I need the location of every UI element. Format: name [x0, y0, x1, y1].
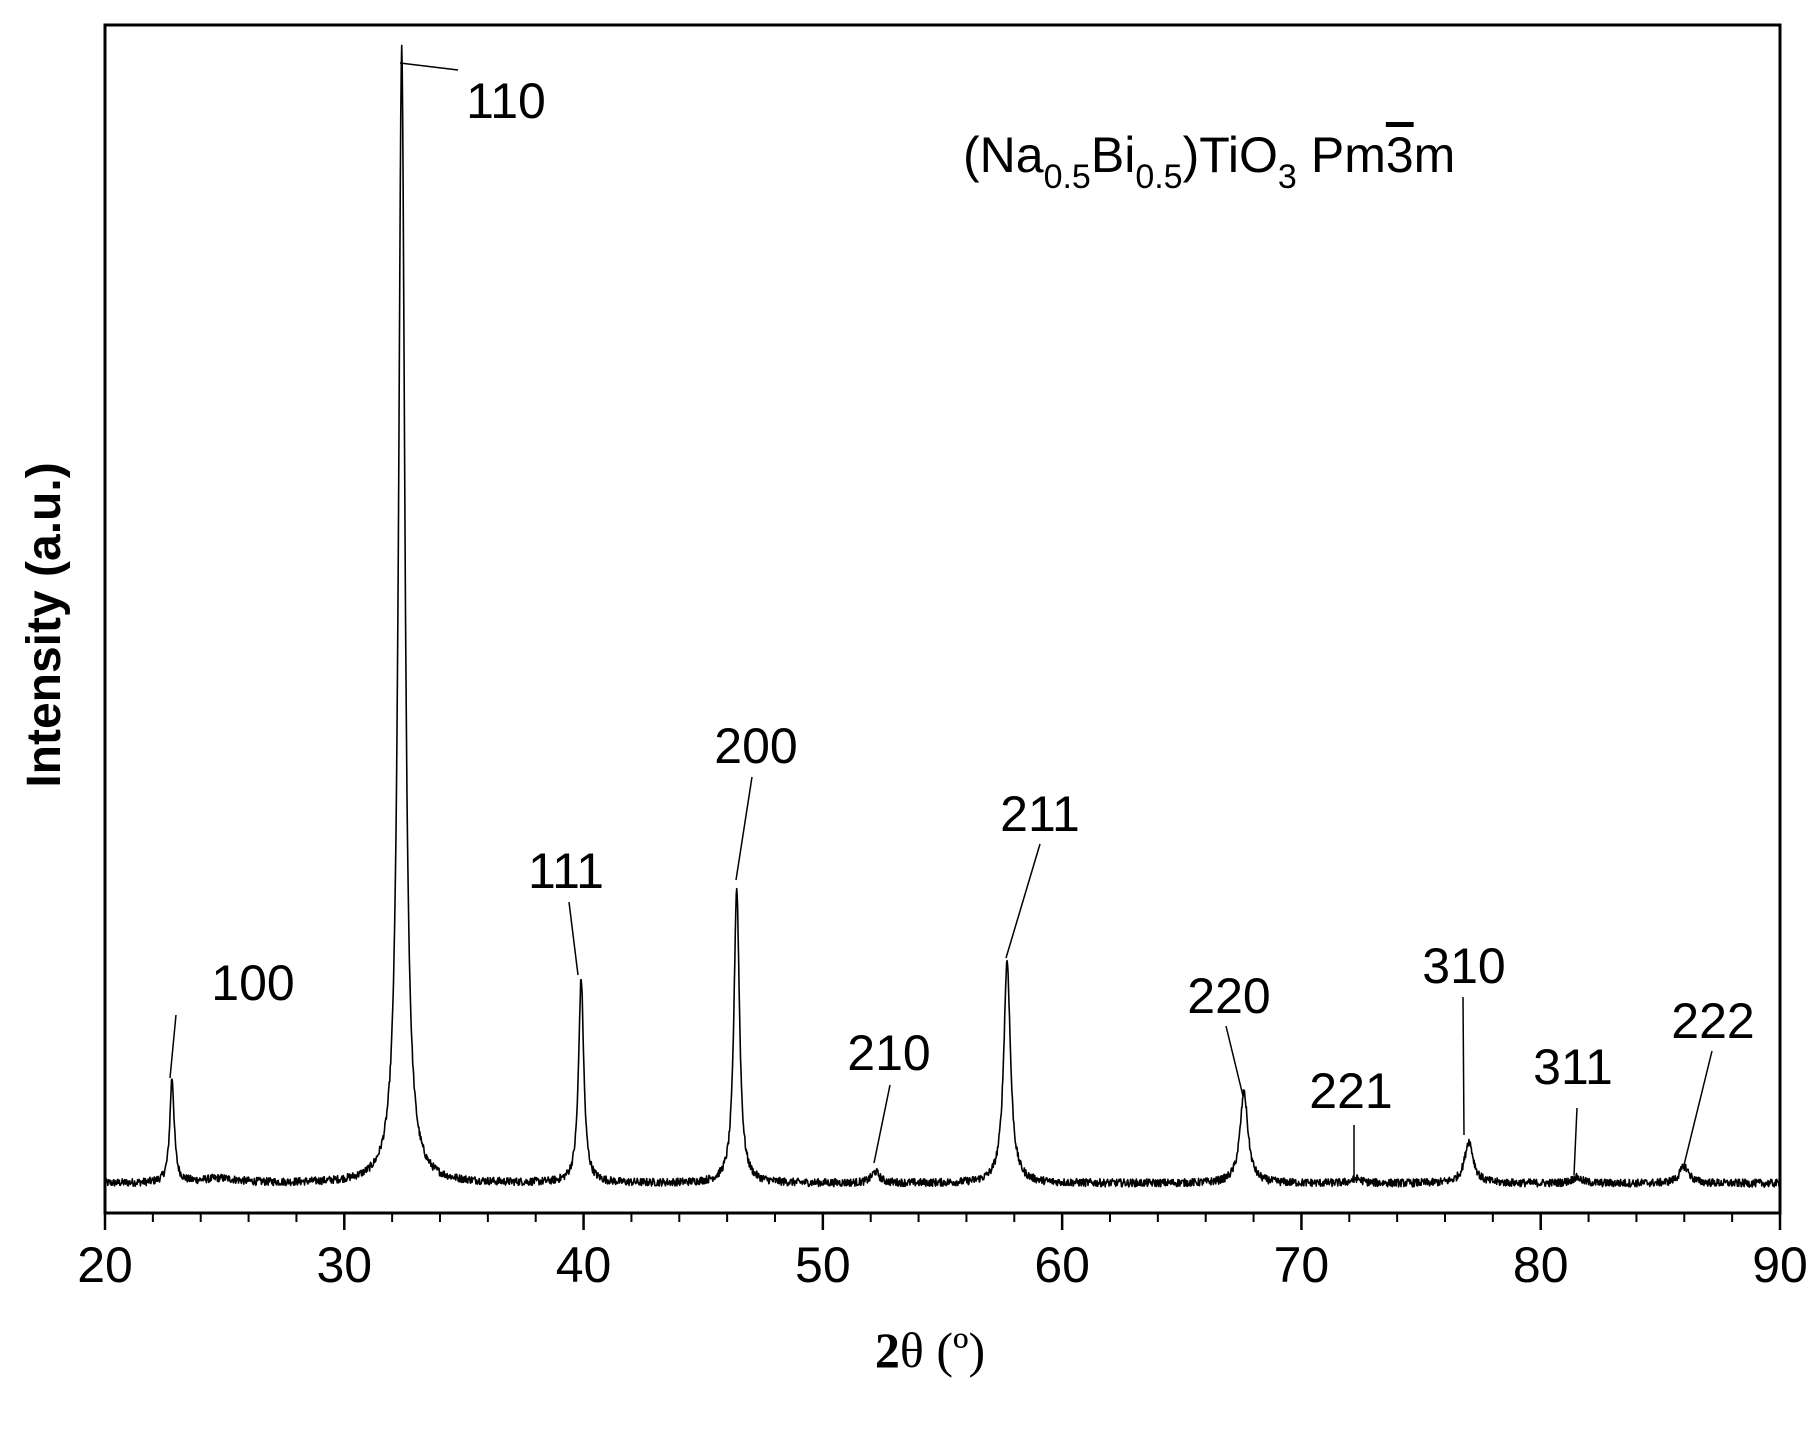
peak-leader-220 [1225, 1025, 1244, 1097]
x-tick-label: 20 [77, 1237, 133, 1293]
peak-leader-211 [1005, 843, 1041, 959]
peak-label-100: 100 [211, 955, 294, 1011]
peak-label-211: 211 [1000, 786, 1080, 842]
x-tick-label: 30 [316, 1237, 372, 1293]
phase-label: (Na0.5Bi0.5)TiO3 Pm3m [963, 127, 1455, 196]
series-line-0 [104, 44, 1781, 1188]
x-tick-label: 80 [1513, 1237, 1569, 1293]
peak-label-221: 221 [1309, 1063, 1392, 1119]
peak-leader-210 [873, 1084, 891, 1164]
axes: 20 30 40 50 60 70 80 90 [77, 23, 1808, 1293]
peak-leader-310 [1462, 996, 1465, 1136]
peak-leader-222 [1683, 1050, 1713, 1166]
peak-label-210: 210 [847, 1025, 930, 1081]
peak-label-220: 220 [1187, 968, 1270, 1024]
y-axis-label: Intensity (a.u.) [18, 462, 71, 787]
x-axis-label: 2θ (º) [875, 1322, 985, 1378]
peak-label-310: 310 [1422, 938, 1505, 994]
peak-leader-110 [399, 62, 459, 71]
peak-label-311: 311 [1533, 1039, 1613, 1095]
peak-label-222: 222 [1671, 993, 1754, 1049]
plot-area [104, 44, 1781, 1188]
x-tick-label: 50 [795, 1237, 851, 1293]
x-tick-label: 70 [1274, 1237, 1330, 1293]
peak-label-111: 111 [528, 843, 604, 899]
peak-leader-111 [568, 901, 579, 976]
peak-label-200: 200 [714, 718, 797, 774]
x-tick-label: 90 [1752, 1237, 1808, 1293]
peak-leader-100 [169, 1014, 177, 1079]
x-tick-label: 40 [556, 1237, 612, 1293]
peak-label-110: 110 [466, 73, 546, 129]
peak-leader-200 [735, 776, 753, 881]
x-tick-label: 60 [1034, 1237, 1090, 1293]
peak-annotations: 100 110 111 200 210 211 220 221 310 311 222 [169, 62, 1755, 1183]
peak-leader-311 [1573, 1107, 1578, 1176]
plot-frame [103, 23, 1782, 1215]
